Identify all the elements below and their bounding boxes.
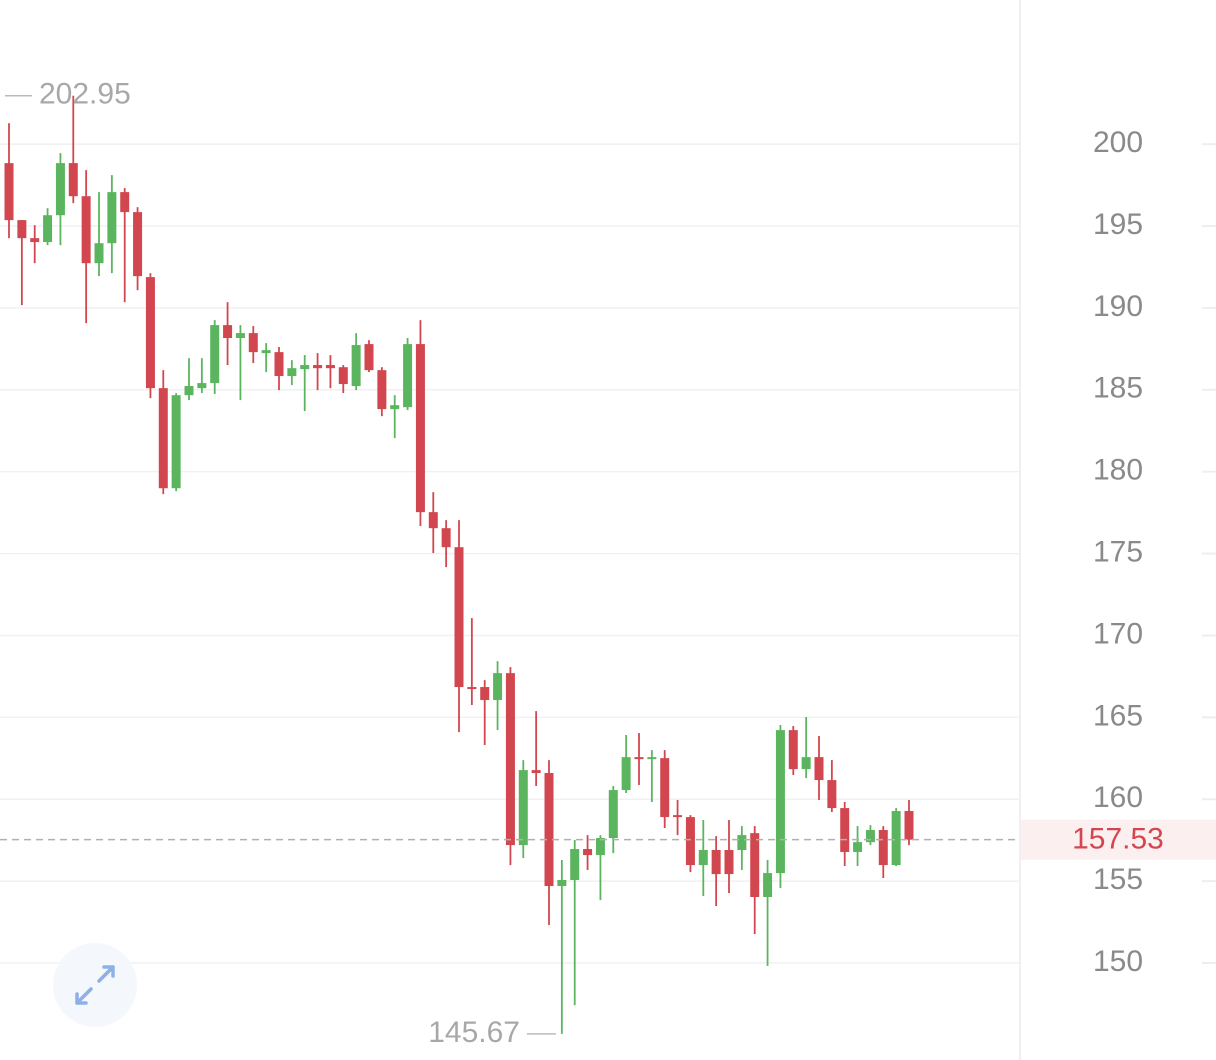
candle-body [300,365,310,370]
candle-body [775,730,785,874]
candle-body [120,192,130,213]
candle-body [4,163,14,221]
y-tick-label: 170 [1093,617,1143,650]
candle-body [171,395,181,489]
candle-body [647,757,657,760]
candle-body [853,842,863,852]
candle-body [788,730,798,770]
expand-icon [75,965,115,1005]
candle-body [634,757,644,760]
candle-body [505,673,515,846]
candle-body [158,388,168,489]
candle-body [261,350,271,354]
candle-body [570,849,580,880]
candle-body [840,808,850,852]
candle-body [518,770,528,846]
candle-body [81,196,91,264]
candle-body [608,790,618,839]
last-price-bg [1021,819,1216,860]
y-tick-label: 180 [1093,454,1143,487]
expand-button-bg [53,943,137,1027]
candle-body [210,325,220,384]
axis-panel [1020,0,1216,1060]
candle-body [30,238,40,243]
candle-body [94,243,104,264]
candle-body [878,830,888,866]
candle-body [17,220,27,239]
candle-body [454,547,464,688]
candle-body [313,365,323,369]
candle-body [197,383,207,389]
candle-body [904,811,914,840]
y-tick-label: 200 [1093,126,1143,159]
candle-body [55,163,65,216]
candle-body [145,277,155,389]
y-tick-label: 185 [1093,372,1143,405]
candle-body [467,687,477,690]
candle-body [364,344,374,371]
candle-body [724,850,734,875]
y-tick-label: 190 [1093,290,1143,323]
candle-body [274,352,284,377]
min-marker-label: 145.67 [428,1016,520,1049]
candle-body [441,528,451,548]
candle-body [814,757,824,781]
candle-body [351,345,361,387]
candle-body [660,758,670,818]
candle-body [235,333,245,339]
candle-body [107,192,117,244]
candle-body [403,344,413,408]
y-tick-label: 175 [1093,535,1143,568]
candle-body [223,325,233,339]
candle-body [685,817,695,866]
y-tick-label: 155 [1093,863,1143,896]
candle-body [865,830,875,843]
y-tick-label: 195 [1093,208,1143,241]
candle-body [763,873,773,898]
y-tick-label: 150 [1093,945,1143,978]
y-tick-label: 165 [1093,699,1143,732]
candle-body [428,512,438,529]
candle-body [673,815,683,818]
candle-body [248,333,258,353]
candle-body [493,673,503,700]
candle-body [325,365,335,369]
candle-body [801,757,811,770]
candle-body [737,835,747,851]
candle-body [390,405,400,410]
candle-body [43,215,53,243]
candle-body [891,811,901,866]
candle-body [595,838,605,856]
candle-body [184,386,194,396]
candle-body [711,850,721,875]
candle-body [544,773,554,887]
candle-body [133,212,143,277]
candle-body [750,833,760,898]
candle-body [377,370,387,410]
candle-body [531,770,541,774]
candle-body [621,757,631,791]
expand-button[interactable] [53,943,137,1027]
candle-body [68,163,78,197]
y-tick-label: 160 [1093,781,1143,814]
candle-body [415,344,425,513]
candle-body [480,687,490,700]
candle-body [827,780,837,809]
max-marker-label: 202.95 [39,78,131,111]
candle-body [557,879,567,887]
candle-body [698,850,708,866]
candle-body [583,849,593,856]
last-price-label: 157.53 [1072,823,1164,856]
candle-body [338,367,348,385]
candle-body [287,368,297,377]
